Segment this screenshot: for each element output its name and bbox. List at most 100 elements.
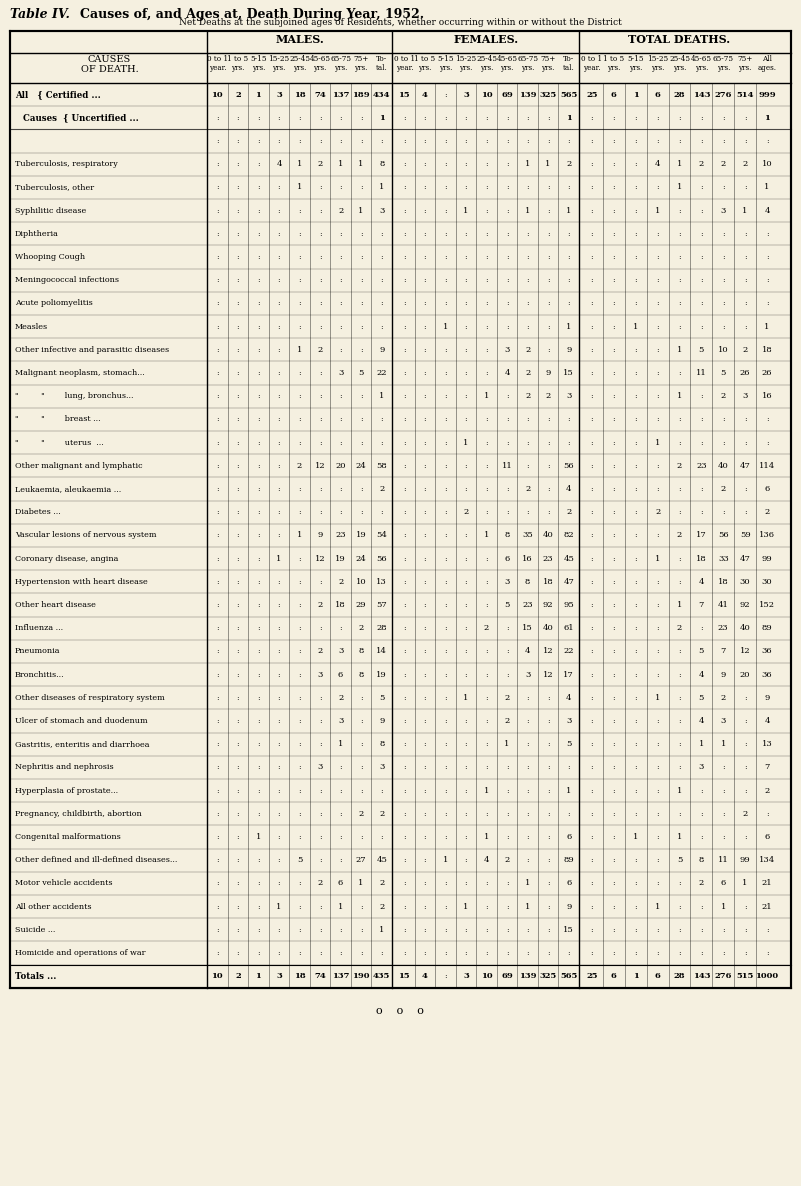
Text: :: : [236, 903, 239, 911]
Text: :: : [340, 764, 342, 771]
Text: 45-65
yrs.: 45-65 yrs. [691, 55, 712, 72]
Text: 2: 2 [379, 879, 384, 887]
Text: 5: 5 [505, 601, 509, 608]
Text: :: : [634, 508, 637, 516]
Text: 5: 5 [359, 369, 364, 377]
Text: 1 to 5
yrs.: 1 to 5 yrs. [227, 55, 248, 72]
Text: :: : [590, 624, 594, 632]
Text: :: : [380, 508, 383, 516]
Text: :: : [319, 393, 321, 400]
Text: 26: 26 [740, 369, 751, 377]
Text: :: : [744, 903, 747, 911]
Text: 4: 4 [422, 973, 428, 980]
Text: :: : [278, 624, 280, 632]
Text: 2: 2 [743, 810, 748, 818]
Text: :: : [360, 114, 363, 122]
Text: :: : [257, 694, 260, 702]
Text: :: : [216, 555, 219, 562]
Text: 29: 29 [356, 601, 367, 608]
Text: :: : [278, 276, 280, 285]
Text: :: : [700, 323, 702, 331]
Text: :: : [700, 833, 702, 841]
Text: :: : [380, 786, 383, 795]
Text: 25-45
yrs.: 25-45 yrs. [289, 55, 310, 72]
Text: 2: 2 [317, 601, 323, 608]
Text: 143: 143 [693, 90, 710, 98]
Text: 2: 2 [505, 694, 509, 702]
Text: :: : [403, 578, 405, 586]
Text: :: : [485, 299, 488, 307]
Text: :: : [216, 740, 219, 748]
Text: 92: 92 [543, 601, 553, 608]
Text: :: : [547, 764, 549, 771]
Text: :: : [547, 184, 549, 191]
Text: :: : [403, 624, 405, 632]
Text: 2: 2 [379, 810, 384, 818]
Text: :: : [700, 415, 702, 423]
Text: :: : [298, 694, 301, 702]
Text: :: : [360, 393, 363, 400]
Text: :: : [590, 555, 594, 562]
Text: :: : [403, 393, 405, 400]
Text: :: : [505, 393, 509, 400]
Text: 1: 1 [698, 740, 704, 748]
Text: 2: 2 [505, 718, 509, 725]
Text: :: : [216, 531, 219, 540]
Text: :: : [613, 276, 615, 285]
Text: :: : [678, 718, 681, 725]
Text: :: : [216, 230, 219, 238]
Text: 3: 3 [721, 718, 726, 725]
Text: 2: 2 [525, 369, 530, 377]
Text: :: : [567, 949, 570, 957]
Text: 1000: 1000 [755, 973, 779, 980]
Text: :: : [298, 299, 301, 307]
Text: :: : [257, 439, 260, 447]
Text: 515: 515 [736, 973, 754, 980]
Text: :: : [403, 206, 405, 215]
Text: :: : [278, 578, 280, 586]
Text: 7: 7 [721, 648, 726, 656]
Text: :: : [700, 810, 702, 818]
Text: :: : [505, 439, 509, 447]
Text: :: : [465, 833, 467, 841]
Text: :: : [590, 369, 594, 377]
Text: :: : [766, 299, 768, 307]
Text: :: : [403, 230, 405, 238]
Text: 5: 5 [698, 648, 704, 656]
Text: :: : [505, 508, 509, 516]
Text: :: : [216, 206, 219, 215]
Text: 15-25
yrs.: 15-25 yrs. [647, 55, 668, 72]
Text: :: : [613, 624, 615, 632]
Text: :: : [656, 461, 659, 470]
Text: :: : [444, 718, 447, 725]
Text: :: : [424, 601, 426, 608]
Text: :: : [444, 393, 447, 400]
Text: 1: 1 [743, 879, 748, 887]
Text: :: : [526, 114, 529, 122]
Text: 20: 20 [740, 670, 751, 678]
Text: :: : [257, 415, 260, 423]
Text: :: : [634, 114, 637, 122]
Text: :: : [216, 856, 219, 865]
Text: 189: 189 [352, 90, 370, 98]
Text: 1: 1 [443, 856, 448, 865]
Text: :: : [278, 670, 280, 678]
Text: :: : [722, 926, 725, 933]
Text: 2: 2 [359, 624, 364, 632]
Text: :: : [722, 323, 725, 331]
Text: Vascular lesions of nervous system: Vascular lesions of nervous system [15, 531, 156, 540]
Text: :: : [722, 299, 725, 307]
Text: :: : [590, 299, 594, 307]
Text: 15: 15 [398, 973, 410, 980]
Text: :: : [424, 879, 426, 887]
Text: :: : [360, 253, 363, 261]
Text: :: : [216, 601, 219, 608]
Text: :: : [278, 740, 280, 748]
Text: :: : [236, 299, 239, 307]
Text: :: : [526, 718, 529, 725]
Text: :: : [678, 949, 681, 957]
Text: :: : [278, 648, 280, 656]
Text: :: : [485, 114, 488, 122]
Text: 9: 9 [379, 718, 384, 725]
Text: 26: 26 [762, 369, 772, 377]
